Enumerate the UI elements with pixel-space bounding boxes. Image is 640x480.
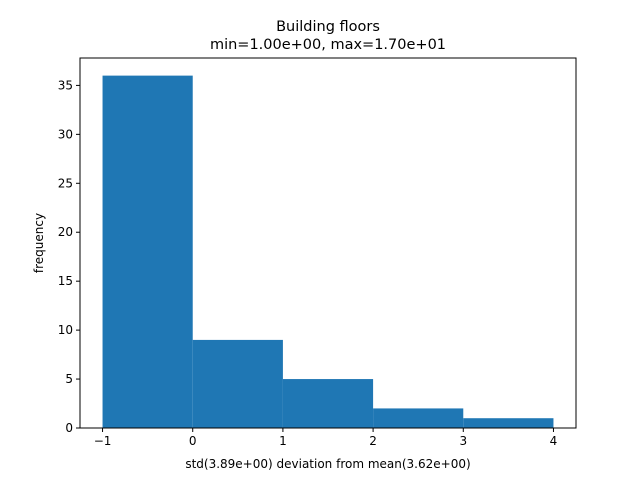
y-tick-label-0: 0 [65, 421, 73, 435]
histogram-bar-4 [463, 418, 554, 428]
histogram-bar-2 [282, 379, 374, 428]
bars-group [102, 75, 554, 428]
x-tick-label-1: 0 [189, 434, 197, 448]
y-tick-label-2: 10 [58, 323, 73, 337]
histogram-bar-3 [373, 408, 464, 428]
x-tick-label-2: 1 [279, 434, 287, 448]
plot-frame [79, 57, 577, 429]
chart-title: Building floors [276, 19, 380, 35]
histogram-bar-1 [192, 339, 283, 428]
y-tick-label-3: 15 [58, 274, 73, 288]
x-tick-label-0: −1 [94, 434, 112, 448]
y-tick-label-5: 25 [58, 176, 73, 190]
y-tick-label-1: 5 [65, 372, 73, 386]
y-tick-label-7: 35 [58, 78, 73, 92]
histogram-bar-0 [102, 75, 193, 428]
chart-subtitle: min=1.00e+00, max=1.70e+01 [210, 37, 446, 53]
x-ticks-group: −1 0 1 2 3 4 [94, 428, 558, 448]
y-tick-label-4: 20 [58, 225, 73, 239]
x-tick-label-5: 4 [550, 434, 558, 448]
y-axis-label: frequency [32, 213, 46, 273]
x-axis-label: std(3.89e+00) deviation from mean(3.62e+… [185, 457, 470, 471]
y-tick-label-6: 30 [58, 127, 73, 141]
y-ticks-group: 0 5 10 15 20 25 30 35 [58, 78, 80, 435]
x-tick-label-3: 2 [369, 434, 377, 448]
x-tick-label-4: 3 [459, 434, 467, 448]
